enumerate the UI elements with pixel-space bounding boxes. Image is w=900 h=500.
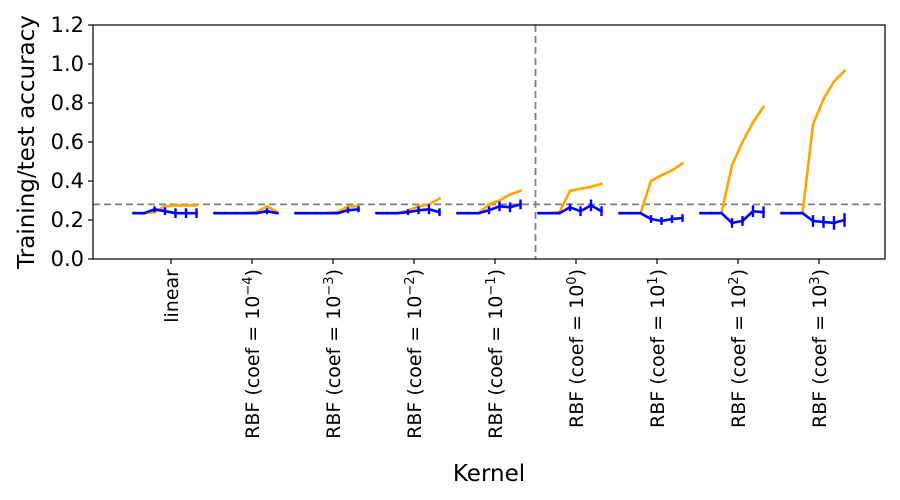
train-point	[670, 168, 674, 172]
y-tick-label: 0.0	[51, 247, 84, 271]
train-point	[508, 193, 512, 197]
test-point	[618, 211, 621, 215]
y-tick-label: 1.0	[51, 52, 84, 76]
test-point	[466, 211, 470, 215]
x-tick-label: RBF (coef = 100)	[565, 269, 589, 428]
train-point	[487, 203, 491, 206]
series-layer	[132, 69, 846, 230]
y-tick-label: 1.2	[51, 13, 84, 37]
x-tick-label: RBF (coef = 103)	[808, 269, 832, 428]
train-point	[519, 189, 522, 193]
y-axis-title: Training/test accuracy	[14, 15, 40, 270]
test-series	[132, 199, 846, 230]
x-tick-label: RBF (coef = 10−4)	[241, 269, 265, 439]
test-point	[234, 211, 237, 215]
x-tick-label: RBF (coef = 10−3)	[322, 269, 346, 439]
test-point	[142, 211, 146, 215]
train-point	[265, 204, 269, 208]
train-point	[681, 162, 684, 165]
x-axis-title: Kernel	[453, 461, 525, 487]
test-point	[315, 211, 318, 215]
test-point	[336, 211, 339, 215]
test-point	[396, 211, 399, 215]
test-point	[628, 211, 632, 215]
train-point	[498, 199, 501, 202]
x-tick-label: RBF (coef = 10−1)	[484, 269, 508, 439]
test-point	[276, 211, 279, 215]
test-point	[780, 211, 783, 215]
x-tick-label: linear	[161, 269, 183, 323]
train-point	[600, 182, 603, 186]
test-point	[304, 211, 308, 215]
test-point	[375, 211, 378, 215]
test-point	[801, 211, 804, 215]
train-point	[730, 164, 734, 167]
x-tick-label: RBF (coef = 10−2)	[403, 269, 427, 439]
plot-area	[93, 25, 885, 259]
train-point	[195, 203, 198, 207]
train-point	[438, 197, 441, 200]
x-tick-label: RBF (coef = 101)	[646, 269, 670, 428]
test-point	[699, 211, 702, 215]
train-point	[741, 140, 744, 144]
test-point	[223, 211, 227, 215]
train-point	[163, 204, 167, 208]
test-point	[709, 211, 713, 215]
test-point	[720, 211, 723, 215]
x-tick-label: RBF (coef = 102)	[727, 269, 751, 428]
test-point	[255, 211, 258, 215]
train-point	[751, 121, 755, 124]
train-point	[579, 187, 582, 191]
test-point	[639, 211, 642, 215]
train-point	[568, 189, 572, 193]
test-point	[477, 211, 480, 215]
test-point	[558, 211, 561, 215]
y-tick-label: 0.8	[51, 91, 84, 115]
train-point	[832, 80, 836, 83]
y-tick-label: 0.2	[51, 208, 84, 232]
test-point	[325, 211, 329, 215]
test-point	[294, 211, 297, 215]
axes-frame	[92, 24, 886, 260]
test-point	[385, 211, 389, 215]
y-tick-label: 0.4	[51, 169, 84, 193]
axes-layer: 0.0 0.2 0.4 0.6 0.8 1.0 1.2 linear RBF (coef = 1…	[51, 13, 886, 439]
train-point	[822, 97, 825, 101]
train-point	[589, 185, 593, 189]
test-point	[547, 211, 551, 215]
train-point	[346, 204, 350, 208]
train-point	[174, 203, 177, 207]
y-tick-label: 0.6	[51, 130, 84, 154]
train-point	[660, 173, 663, 177]
test-point	[537, 211, 540, 215]
train-point	[762, 105, 765, 109]
train-point	[649, 179, 653, 183]
train-point	[184, 203, 188, 207]
train-line-segment	[781, 69, 846, 215]
train-point	[811, 123, 815, 126]
train-point	[843, 69, 846, 73]
train-series	[132, 69, 846, 215]
test-point	[456, 211, 459, 215]
test-point	[244, 211, 248, 215]
test-point	[132, 211, 135, 215]
test-point	[790, 211, 794, 215]
test-point	[213, 211, 216, 215]
